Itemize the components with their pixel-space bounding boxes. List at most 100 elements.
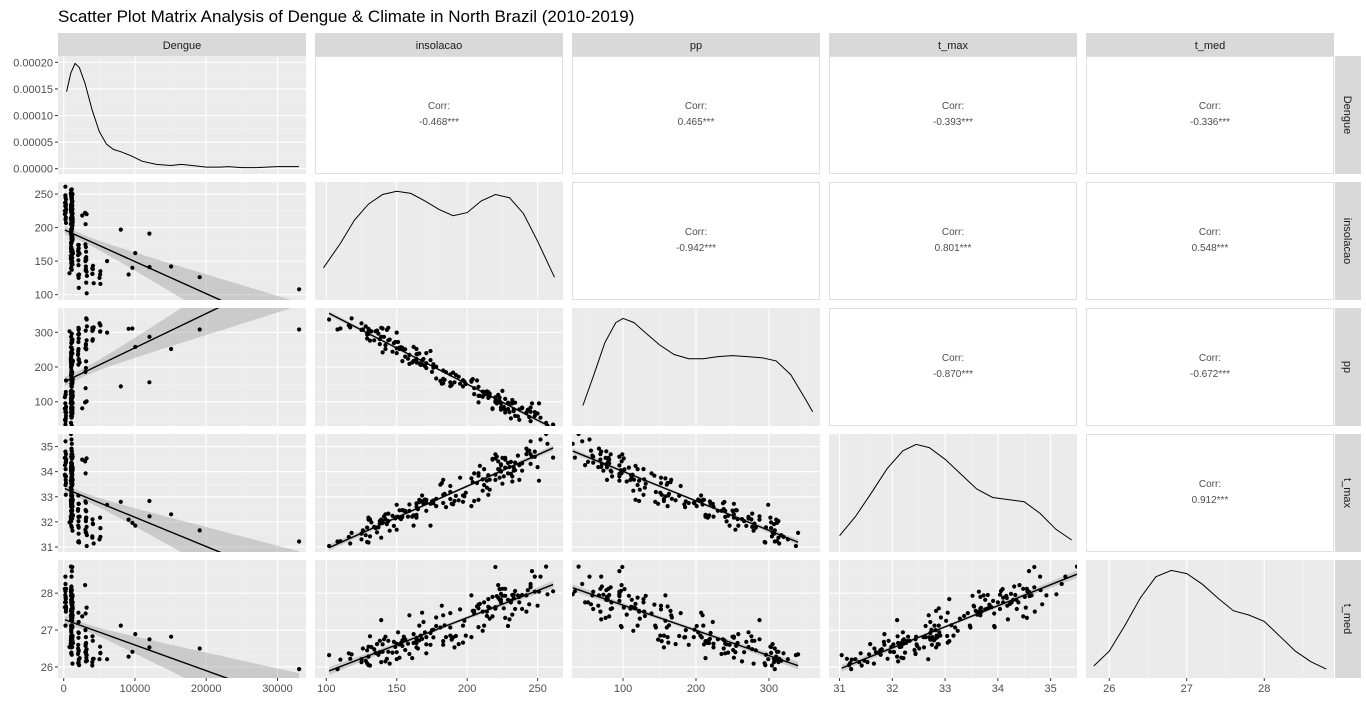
scatter-point (77, 360, 82, 365)
scatter-point (844, 656, 850, 661)
scatter-point (532, 574, 537, 579)
panel-dengue-insolacao: Corr: -0.468*** (315, 56, 563, 174)
scatter-point (757, 637, 762, 642)
scatter-point (460, 640, 466, 645)
scatter-point (532, 413, 537, 418)
scatter-point (443, 635, 449, 640)
column-strip-dengue: Dengue (58, 33, 306, 56)
scatter-point (448, 633, 453, 638)
scatter-point (934, 645, 939, 650)
x-tick-label: 300 (760, 683, 778, 695)
scatter-point (895, 654, 900, 659)
scatter-point (83, 583, 88, 588)
scatter-point (635, 595, 640, 600)
scatter-point (653, 489, 659, 495)
scatter-point (957, 616, 963, 621)
scatter-point (84, 257, 89, 262)
scatter-point (349, 530, 354, 536)
scatter-point (487, 477, 492, 482)
scatter-point (147, 231, 152, 236)
scatter-point (622, 587, 627, 592)
scatter-point (90, 517, 95, 522)
scatter-point (497, 587, 502, 592)
scatter-point (379, 325, 384, 330)
scatter-point (572, 589, 578, 594)
scatter-point (482, 623, 487, 628)
chart-title: Scatter Plot Matrix Analysis of Dengue &… (58, 7, 634, 26)
row-strip-label: pp (1341, 361, 1353, 373)
scatter-point (407, 651, 412, 657)
scatter-point (84, 346, 89, 352)
scatter-point (98, 269, 103, 274)
scatter-point (83, 499, 88, 504)
scatter-point (503, 593, 508, 598)
scatter-point (937, 630, 942, 635)
scatter-point (776, 660, 781, 665)
scatter-point (487, 616, 492, 621)
scatter-point (367, 534, 373, 539)
scatter-point (83, 530, 88, 535)
scatter-point (69, 523, 74, 529)
scatter-point (441, 642, 446, 647)
scatter-point (386, 649, 391, 654)
scatter-point (598, 452, 603, 457)
scatter-point (626, 465, 632, 470)
scatter-point (70, 203, 75, 208)
scatter-point (456, 498, 461, 503)
scatter-point (197, 528, 202, 533)
scatter-point (390, 513, 395, 518)
scatter-point (84, 524, 89, 530)
scatter-point (978, 594, 983, 600)
scatter-point (682, 635, 687, 640)
scatter-point (620, 564, 625, 570)
scatter-point (448, 496, 453, 502)
x-tick-label: 200 (687, 683, 705, 695)
scatter-point (69, 222, 74, 227)
scatter-point (900, 630, 906, 635)
scatter-point (77, 251, 82, 256)
scatter-point (297, 539, 302, 544)
scatter-point (469, 476, 474, 481)
scatter-point (891, 650, 897, 655)
scatter-point (83, 328, 88, 333)
scatter-point (601, 468, 606, 473)
scatter-point (536, 401, 542, 406)
scatter-point (421, 356, 426, 362)
scatter-point (1001, 595, 1006, 600)
scatter-point (872, 646, 877, 651)
scatter-point (921, 645, 927, 650)
scatter-point (929, 627, 934, 632)
scatter-point (1024, 586, 1029, 591)
scatter-point (668, 608, 673, 614)
regression-line (841, 573, 1077, 669)
scatter-point (83, 365, 88, 371)
scatter-point (496, 459, 501, 464)
scatter-point (498, 600, 504, 605)
scatter-point (439, 603, 444, 608)
scatter-point (372, 647, 377, 652)
scatter-point (90, 656, 96, 661)
scatter-point (424, 642, 429, 647)
scatter-point (751, 528, 756, 533)
corr-value: 0.548*** (1192, 243, 1229, 254)
y-tick-label: 0.00010 (13, 111, 53, 123)
scatter-point (494, 454, 499, 459)
scatter-point (367, 517, 373, 522)
scatter-point (367, 328, 373, 333)
column-strip-label: Dengue (163, 40, 202, 52)
scatter-point (69, 623, 74, 628)
column-strip-t-med: t_med (1086, 33, 1334, 56)
scatter-point (666, 640, 671, 645)
scatter-point (641, 600, 646, 605)
scatter-point (678, 611, 683, 616)
scatter-point (536, 478, 542, 483)
scatter-point (868, 642, 873, 647)
scatter-point (769, 534, 775, 539)
scatter-point (776, 649, 781, 654)
scatter-point (991, 598, 996, 604)
scatter-point (67, 271, 72, 276)
scatter-point (84, 359, 89, 364)
scatter-point (63, 389, 68, 395)
scatter-point (513, 588, 518, 594)
scatter-point (496, 583, 501, 588)
